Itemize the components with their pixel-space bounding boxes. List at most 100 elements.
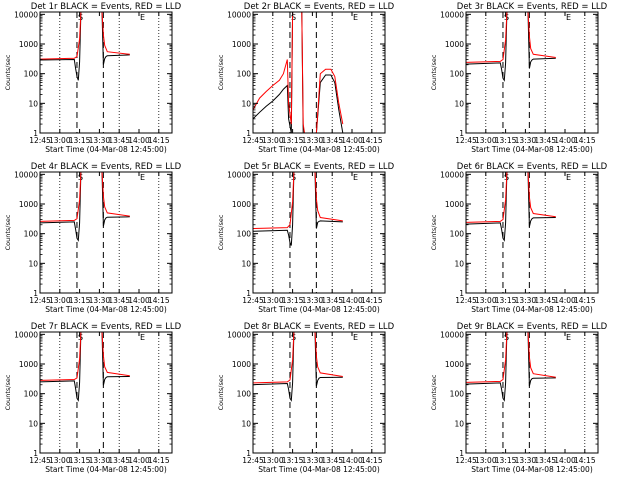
x-tick-label: 13:15 <box>282 136 304 145</box>
y-tick-label: 100 <box>450 230 465 239</box>
lld-series-line <box>40 172 130 222</box>
marker-label: E <box>566 333 571 342</box>
x-tick-label: 13:15 <box>69 296 91 305</box>
x-tick-label: 13:30 <box>515 136 537 145</box>
y-tick-label: 1 <box>33 289 38 298</box>
marker-label: E <box>140 13 145 22</box>
x-tick-label: 13:45 <box>534 456 556 465</box>
y-tick-label: 100 <box>237 390 252 399</box>
plot-frame <box>39 331 173 454</box>
x-tick-label: 13:45 <box>534 296 556 305</box>
y-tick-label: 1000 <box>19 360 38 369</box>
plot-frame <box>465 171 599 294</box>
x-tick-label: 13:00 <box>262 136 284 145</box>
x-tick-label: 14:00 <box>554 456 576 465</box>
x-tick-label: 13:30 <box>302 456 324 465</box>
y-tick-label: 10 <box>28 259 38 268</box>
x-tick-label: 13:45 <box>321 456 343 465</box>
x-tick-label: 13:30 <box>89 136 111 145</box>
y-axis-label: Counts/sec <box>430 54 438 90</box>
x-axis-label: Start Time (04-Mar-08 12:45:00) <box>471 305 593 314</box>
x-tick-label: 13:00 <box>49 296 71 305</box>
panel-title: Det 3r BLACK = Events, RED = LLD <box>457 2 608 12</box>
lld-series-line <box>466 172 556 223</box>
x-tick-label: 14:00 <box>554 136 576 145</box>
x-tick-label: 14:00 <box>128 456 150 465</box>
x-tick-label: 13:45 <box>321 296 343 305</box>
plot-frame <box>465 331 599 454</box>
marker-label: E <box>140 173 145 182</box>
marker-label: E <box>353 13 358 22</box>
x-tick-label: 13:00 <box>475 456 497 465</box>
y-tick-label: 100 <box>237 70 252 79</box>
y-tick-label: 10000 <box>14 10 38 19</box>
y-tick-label: 10000 <box>227 10 251 19</box>
x-tick-label: 13:15 <box>282 456 304 465</box>
y-axis-label: Counts/sec <box>217 214 225 250</box>
y-tick-label: 100 <box>450 390 465 399</box>
x-tick-label: 14:15 <box>148 296 170 305</box>
x-tick-label: 13:45 <box>108 296 130 305</box>
x-tick-label: 14:15 <box>361 296 383 305</box>
y-tick-label: 1 <box>246 129 251 138</box>
lld-series-line <box>253 12 344 133</box>
x-tick-label: 13:00 <box>49 136 71 145</box>
y-tick-label: 10000 <box>14 330 38 339</box>
marker-label: E <box>140 333 145 342</box>
x-tick-label: 13:30 <box>89 296 111 305</box>
y-tick-label: 1000 <box>445 40 464 49</box>
y-tick-label: 1 <box>246 449 251 458</box>
x-tick-label: 14:00 <box>341 136 363 145</box>
panel-title: Det 7r BLACK = Events, RED = LLD <box>31 322 182 332</box>
y-axis-label: Counts/sec <box>217 374 225 410</box>
x-tick-label: 12:45 <box>242 136 264 145</box>
x-axis-label: Start Time (04-Mar-08 12:45:00) <box>45 305 167 314</box>
x-tick-label: 13:30 <box>302 136 324 145</box>
panel-title: Det 1r BLACK = Events, RED = LLD <box>31 2 182 12</box>
y-tick-label: 1000 <box>445 360 464 369</box>
x-tick-label: 12:45 <box>242 456 264 465</box>
x-tick-label: 13:15 <box>495 136 517 145</box>
events-series-line <box>40 12 130 81</box>
y-axis-label: Counts/sec <box>217 54 225 90</box>
y-tick-label: 10 <box>241 419 251 428</box>
plot-frame <box>39 11 173 134</box>
x-axis-label: Start Time (04-Mar-08 12:45:00) <box>471 465 593 474</box>
marker-label: E <box>566 13 571 22</box>
panel-title: Det 6r BLACK = Events, RED = LLD <box>457 162 608 172</box>
x-tick-label: 12:45 <box>455 136 477 145</box>
y-tick-label: 1000 <box>232 360 251 369</box>
x-tick-label: 12:45 <box>455 456 477 465</box>
y-tick-label: 10 <box>28 99 38 108</box>
y-tick-label: 1 <box>459 129 464 138</box>
events-series-line <box>466 332 556 402</box>
y-tick-label: 100 <box>24 70 39 79</box>
x-tick-label: 13:00 <box>262 296 284 305</box>
x-tick-label: 13:30 <box>89 456 111 465</box>
marker-label: E <box>353 173 358 182</box>
lld-series-line <box>253 332 343 384</box>
y-tick-label: 10000 <box>440 170 464 179</box>
x-tick-label: 12:45 <box>29 456 51 465</box>
x-tick-label: 14:00 <box>128 296 150 305</box>
marker-label: E <box>566 173 571 182</box>
y-tick-label: 10 <box>241 259 251 268</box>
x-tick-label: 13:15 <box>69 456 91 465</box>
marker-label: S <box>291 13 296 22</box>
lld-series-line <box>466 12 556 63</box>
x-tick-label: 13:30 <box>515 456 537 465</box>
y-tick-label: 10000 <box>227 170 251 179</box>
plot-frame <box>252 171 386 294</box>
y-tick-label: 10000 <box>227 330 251 339</box>
events-series-line <box>40 332 130 402</box>
x-tick-label: 13:30 <box>515 296 537 305</box>
events-series-line <box>253 172 343 246</box>
x-axis-label: Start Time (04-Mar-08 12:45:00) <box>45 145 167 154</box>
marker-label: E <box>353 333 358 342</box>
